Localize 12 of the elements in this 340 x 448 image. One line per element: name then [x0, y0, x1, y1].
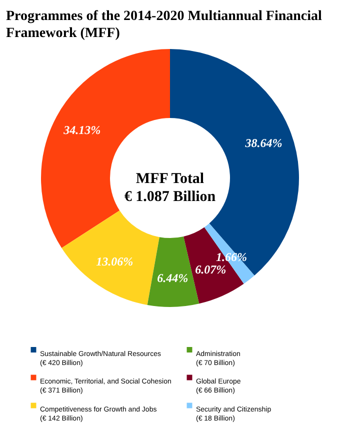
data-label: 34.13% [62, 123, 101, 138]
data-label: 6.44% [157, 270, 188, 285]
data-label: 38.64% [244, 136, 282, 150]
data-label: 13.06% [96, 254, 134, 268]
text: € 1.087 Billion [124, 189, 216, 205]
data-label: 1.66% [216, 250, 247, 264]
donut-slice [41, 49, 170, 248]
donut-slice [62, 210, 160, 305]
text: MFF Total [136, 171, 204, 187]
data-label: 6.07% [195, 262, 226, 276]
chart-title: Programmes of the 2014-2020 Multiannual Financial Framework (MFF) [6, 9, 322, 41]
donut-slice [170, 49, 299, 276]
